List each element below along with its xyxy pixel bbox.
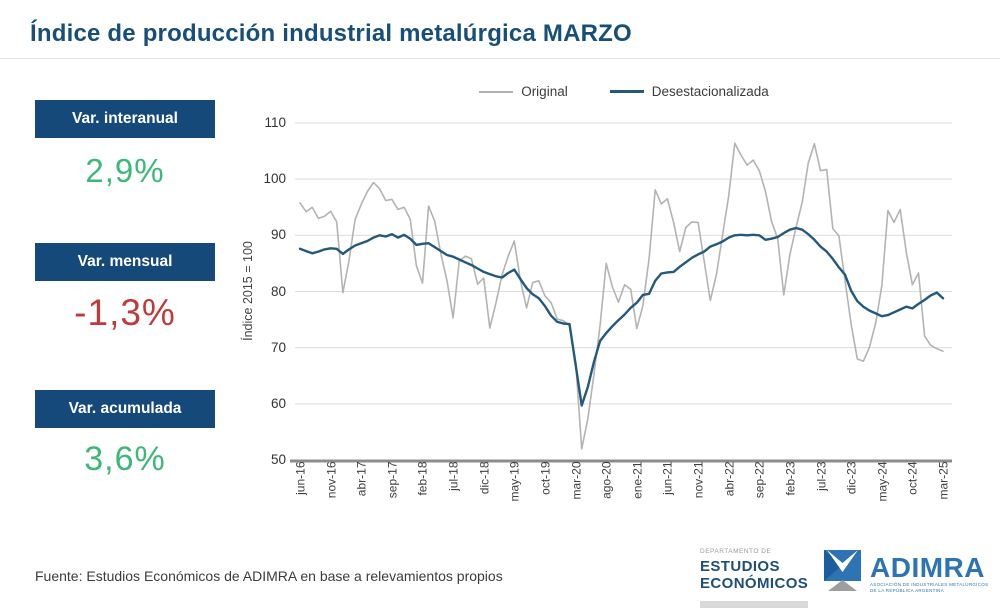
x-tick-label: nov-21: [691, 461, 706, 499]
x-tick-label: may-24: [875, 461, 890, 502]
x-tick-label: jun-16: [293, 461, 308, 495]
x-tick-label: mar-25: [936, 461, 951, 500]
x-tick-label: jun-21: [660, 461, 675, 495]
y-tick-label: 50: [270, 452, 286, 468]
adimra-tagline-1: ASOCIACIÓN DE INDUSTRIALES METALÚRGICOS: [870, 582, 989, 587]
dept-logo-line3: ECONÓMICOS: [700, 574, 809, 592]
dept-logo-underline: [700, 601, 808, 608]
adimra-mark-icon: [824, 550, 861, 591]
legend-label: Desestacionalizada: [651, 84, 769, 99]
stat-label: Var. mensual: [77, 253, 173, 270]
stat-label: Var. acumulada: [68, 400, 182, 417]
x-tick-label: dic-23: [844, 461, 859, 495]
estudios-economicos-logo: DEPARTAMENTO DE ESTUDIOS ECONÓMICOS: [700, 548, 809, 593]
stat-box-mensual: Var. mensual: [35, 243, 215, 281]
stat-label: Var. interanual: [72, 110, 178, 127]
page-title: Índice de producción industrial metalúrg…: [30, 20, 632, 47]
y-tick-label: 110: [264, 115, 286, 130]
legend-item-original: Original: [479, 84, 568, 99]
y-tick-label: 70: [270, 339, 286, 355]
source-note: Fuente: Estudios Económicos de ADIMRA en…: [35, 568, 503, 584]
legend-label: Original: [521, 84, 568, 99]
x-tick-label: feb-23: [783, 461, 798, 496]
stat-box-interanual: Var. interanual: [35, 100, 215, 138]
stat-box-acumulada: Var. acumulada: [35, 390, 215, 428]
x-tick-label: sep-17: [385, 461, 400, 499]
y-tick-label: 100: [263, 171, 286, 187]
x-tick-label: ene-21: [630, 461, 645, 499]
stat-value-interanual: 2,9%: [85, 152, 165, 189]
adimra-name-text: ADIMRA: [870, 552, 985, 583]
adimra-logo: ADIMRA ASOCIACIÓN DE INDUSTRIALES METALÚ…: [824, 550, 988, 594]
y-tick-label: 60: [270, 395, 286, 411]
x-tick-label: jul-18: [446, 461, 461, 491]
x-tick-label: dic-18: [477, 461, 492, 495]
x-tick-label: feb-18: [415, 461, 430, 496]
x-tick-label: nov-16: [324, 461, 339, 499]
adimra-wordmark: ADIMRA ASOCIACIÓN DE INDUSTRIALES METALÚ…: [870, 550, 988, 594]
x-tick-label: abr-17: [354, 461, 369, 497]
x-tick-label: ago-20: [599, 461, 614, 499]
original-line-swatch: [479, 90, 514, 93]
dept-logo-line2: ESTUDIOS: [700, 557, 780, 575]
x-tick-label: abr-22: [722, 461, 737, 497]
stat-value-mensual: -1,3%: [74, 292, 176, 333]
title-divider: [0, 58, 1000, 59]
y-tick-label: 90: [270, 227, 286, 243]
legend-item-desestacionalizada: Desestacionalizada: [609, 84, 769, 99]
desestacionalizada-line-swatch: [609, 90, 644, 93]
x-tick-label: jul-23: [814, 461, 829, 491]
x-tick-label: mar-20: [569, 461, 584, 500]
x-tick-label: sep-22: [752, 461, 767, 499]
adimra-tagline-2: DE LA REPÚBLICA ARGENTINA: [870, 587, 945, 593]
dept-logo-small-text: DEPARTAMENTO DE: [700, 548, 772, 555]
y-tick-label: 80: [270, 283, 286, 299]
chart-legend: Original Desestacionalizada: [295, 84, 953, 99]
x-tick-label: oct-24: [905, 461, 920, 495]
stat-value-acumulada: 3,6%: [84, 440, 166, 478]
x-tick-label: may-19: [507, 461, 522, 502]
x-tick-label: oct-19: [538, 461, 553, 495]
